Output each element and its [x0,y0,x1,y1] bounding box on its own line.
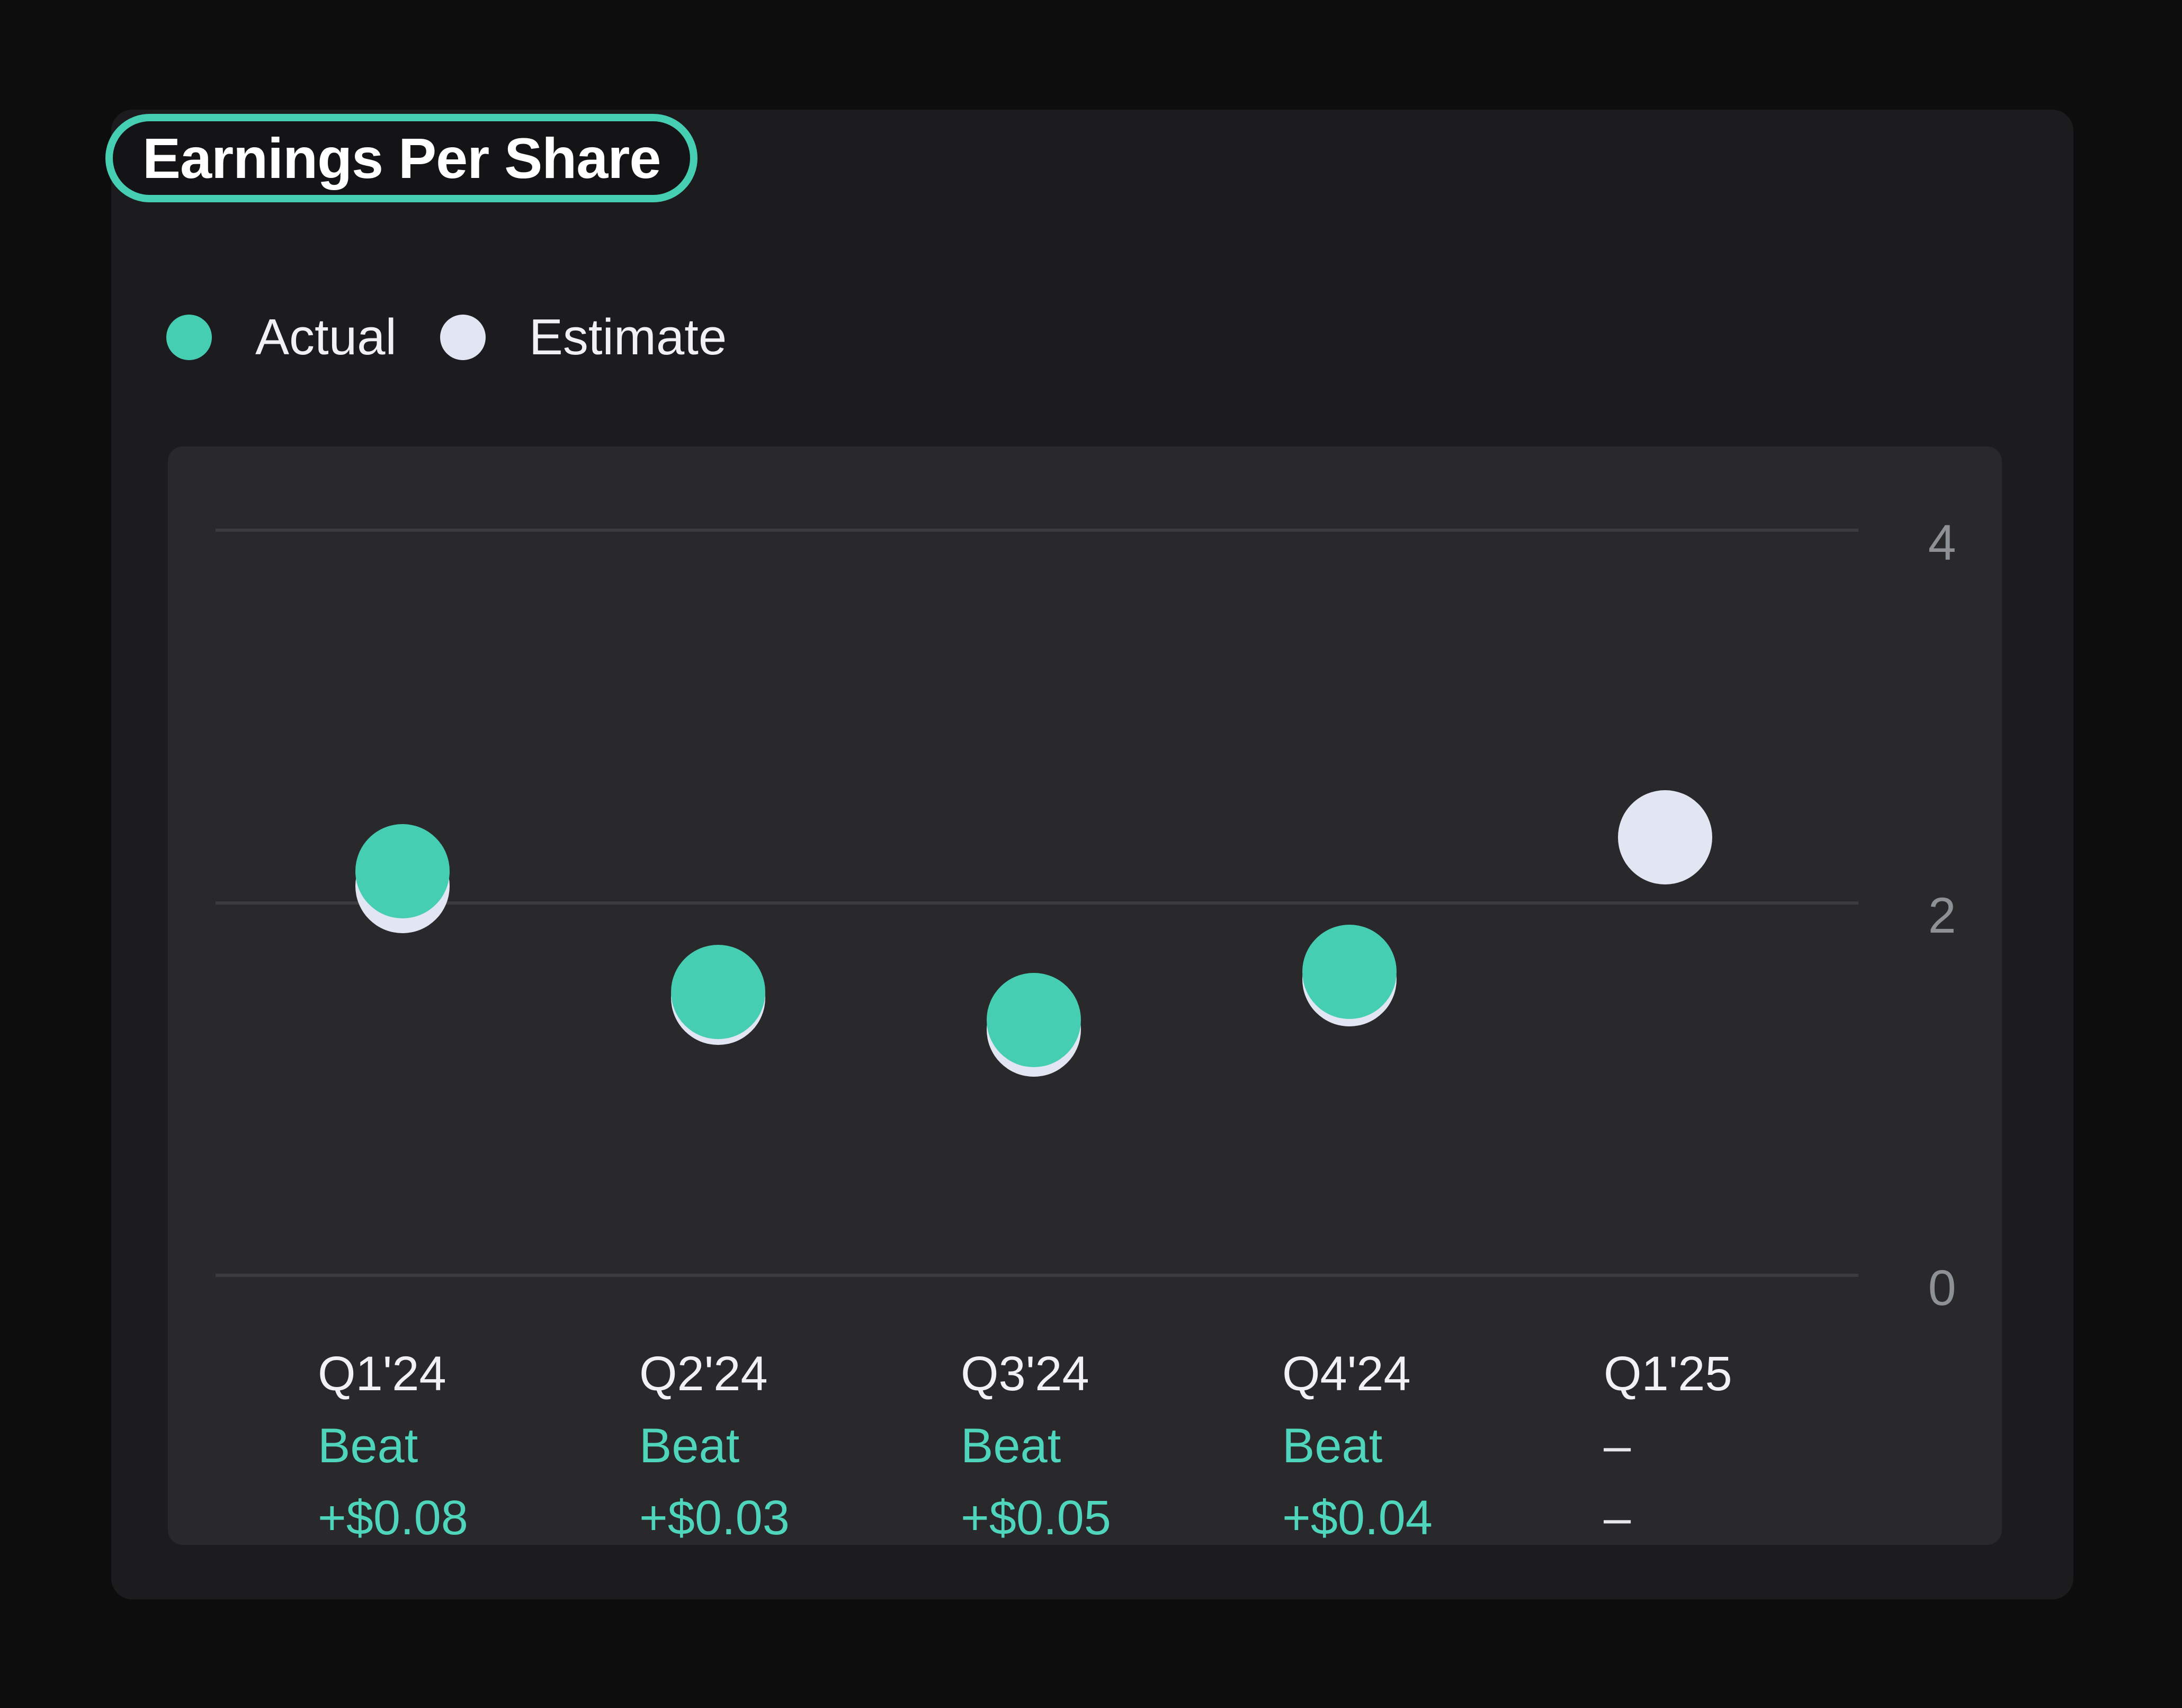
x-column-q2-24: Q2'24 Beat +$0.03 [639,1338,936,1545]
legend-label-actual: Actual [255,309,397,365]
x-column-q4-24: Q4'24 Beat +$0.04 [1282,1338,1579,1545]
x-column-q1-25: Q1'25 – – [1604,1338,1900,1545]
beat-status: Beat [318,1419,418,1473]
point-actual-q2-24[interactable] [671,945,765,1040]
surprise-amount: +$0.08 [318,1491,468,1545]
gridline-0 [216,1274,1858,1277]
point-estimate-q1-25[interactable] [1618,790,1712,885]
chart-title-highlight[interactable]: Earnings Per Share [105,114,698,202]
beat-status: Beat [961,1419,1061,1473]
beat-status: Beat [639,1419,740,1473]
x-axis-label: Q4'24 [1282,1347,1411,1401]
surprise-amount: +$0.03 [639,1491,790,1545]
x-axis-label: Q3'24 [961,1347,1089,1401]
chart-legend: Actual Estimate [166,305,727,370]
x-axis-label: Q1'25 [1604,1347,1732,1401]
surprise-amount: – [1604,1491,1631,1545]
x-column-q3-24: Q3'24 Beat +$0.05 [961,1338,1257,1545]
legend-item-estimate[interactable]: Estimate [440,308,727,366]
beat-status: Beat [1282,1419,1383,1473]
chart-title: Earnings Per Share [142,126,661,190]
point-actual-q1-24[interactable] [355,824,450,918]
point-actual-q4-24[interactable] [1302,924,1397,1019]
y-tick-label-2: 2 [1928,887,1956,944]
y-tick-label-0: 0 [1928,1260,1956,1316]
gridline-4 [216,529,1858,532]
surprise-amount: +$0.04 [1282,1491,1433,1545]
y-tick-label-4: 4 [1928,515,1956,571]
x-axis-label: Q2'24 [639,1347,768,1401]
eps-card: Actual Estimate 4 2 0 Q1'24 Beat +$0.08 Q2'24… [111,110,2073,1599]
estimate-dot-icon [440,315,486,360]
legend-label-estimate: Estimate [529,309,727,365]
point-actual-q3-24[interactable] [987,973,1081,1068]
surprise-amount: +$0.05 [961,1491,1111,1545]
x-column-q1-24: Q1'24 Beat +$0.08 [318,1338,614,1545]
chart-plot-area: 4 2 0 Q1'24 Beat +$0.08 Q2'24 Beat +$0.03 Q3'24 B… [168,446,2002,1545]
legend-item-actual[interactable]: Actual [166,308,397,366]
beat-status: – [1604,1419,1631,1473]
gridline-2 [216,901,1858,905]
actual-dot-icon [166,315,212,360]
x-axis-label: Q1'24 [318,1347,446,1401]
